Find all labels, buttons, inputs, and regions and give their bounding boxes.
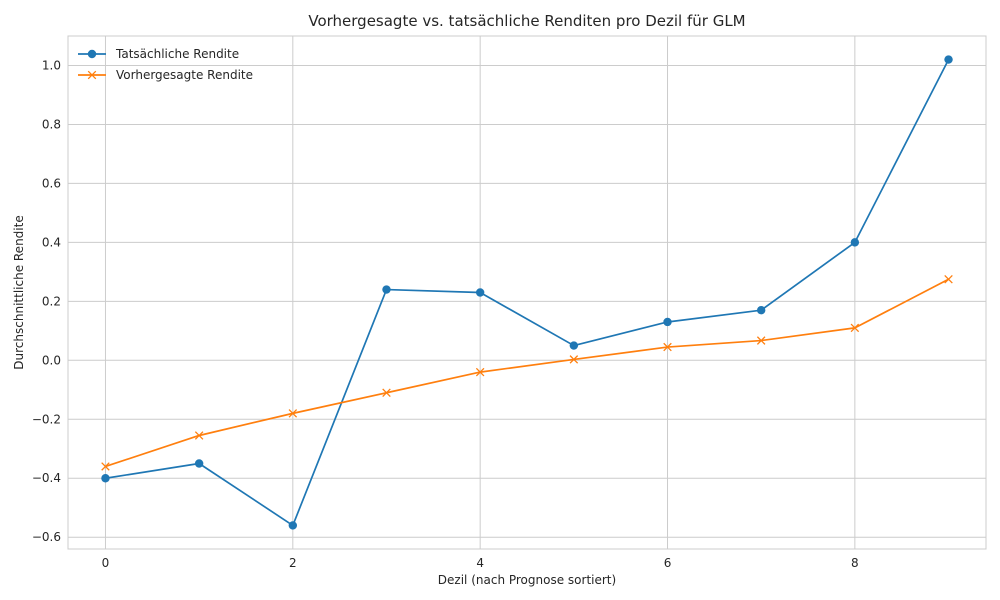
y-tick-label: 0.8 <box>42 117 61 131</box>
x-tick-label: 0 <box>102 556 110 570</box>
data-point-marker <box>756 305 766 315</box>
y-tick-label: 0.2 <box>42 294 61 308</box>
data-point-marker <box>288 521 298 530</box>
y-tick-label: −0.4 <box>32 471 61 485</box>
tick-labels: 0 2 4 6 8 −0.6 −0.4 −0.2 0.0 0.2 0.4 0.6 0.8 1.0 <box>32 58 859 570</box>
data-point-marker <box>475 288 485 297</box>
data-point-marker <box>569 355 579 364</box>
data-point-marker <box>87 70 97 80</box>
data-point-marker <box>288 409 298 418</box>
legend-entry: Vorhergesagte Rendite <box>78 68 253 82</box>
data-point-marker <box>850 238 860 247</box>
legend: Tatsächliche Rendite Vorhergesagte Rendit… <box>78 47 253 82</box>
x-tick-label: 2 <box>289 556 297 570</box>
chart-title: Vorhergesagte vs. tatsächliche Renditen … <box>308 12 745 30</box>
y-tick-label: −0.2 <box>32 412 61 426</box>
x-tick-label: 4 <box>476 556 484 570</box>
data-point-marker <box>194 431 204 440</box>
x-tick-label: 8 <box>851 556 859 570</box>
legend-label: Vorhergesagte Rendite <box>116 68 253 82</box>
data-point-marker <box>87 49 97 59</box>
series-line <box>105 278 949 468</box>
data-point-marker <box>663 342 672 352</box>
series-1 <box>101 55 953 530</box>
plot-area-frame <box>67 35 987 550</box>
series-layer <box>101 55 953 530</box>
x-tick-label: 6 <box>664 556 672 570</box>
data-point-marker <box>663 317 672 327</box>
data-point-marker <box>944 55 953 64</box>
data-point-marker <box>569 341 579 350</box>
data-point-marker <box>382 388 391 398</box>
grid <box>68 36 986 549</box>
y-tick-label: −0.6 <box>32 530 61 544</box>
data-point-marker <box>101 474 110 483</box>
y-tick-label: 0.6 <box>42 176 61 190</box>
x-axis-label: Dezil (nach Prognose sortiert) <box>438 573 616 587</box>
series-line <box>105 59 950 527</box>
data-point-marker <box>101 462 110 471</box>
y-tick-label: 0.4 <box>42 235 61 249</box>
data-point-marker <box>382 285 391 294</box>
data-point-marker <box>475 367 485 377</box>
legend-entry: Tatsächliche Rendite <box>78 47 239 61</box>
data-point-marker <box>756 336 766 345</box>
data-point-marker <box>194 459 204 468</box>
series-2 <box>101 274 953 471</box>
y-axis-label: Durchschnittliche Rendite <box>12 215 26 369</box>
y-tick-label: 1.0 <box>42 58 61 72</box>
y-tick-label: 0.0 <box>42 353 61 367</box>
data-point-marker <box>944 274 953 284</box>
data-point-marker <box>850 323 860 333</box>
legend-label: Tatsächliche Rendite <box>115 47 239 61</box>
